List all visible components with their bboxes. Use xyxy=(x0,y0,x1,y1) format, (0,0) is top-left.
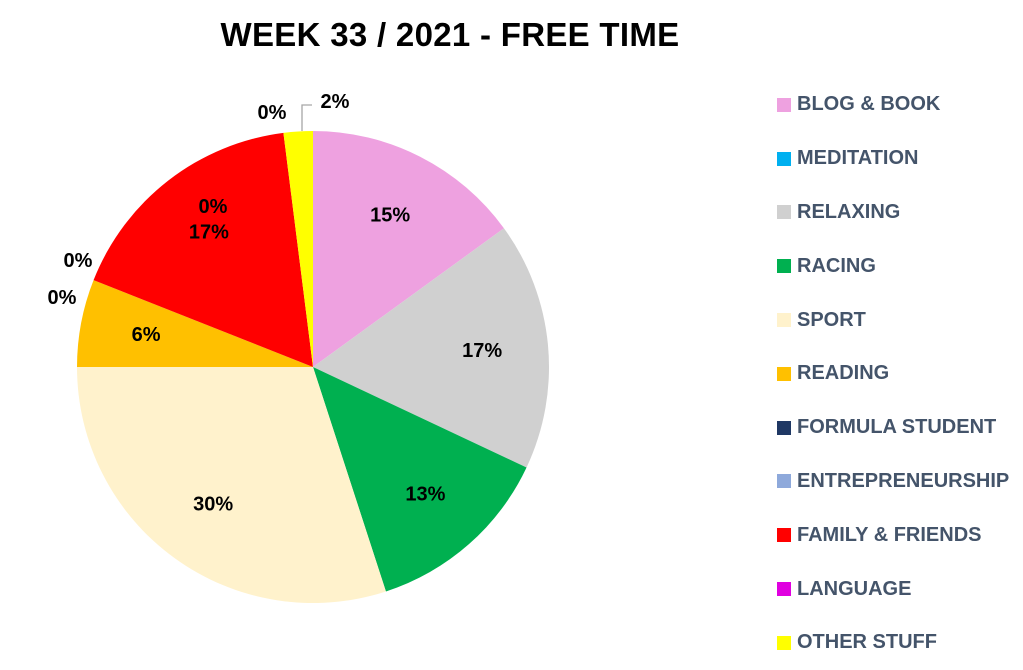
data-label-language: 0% xyxy=(258,102,287,124)
legend-swatch xyxy=(777,420,791,435)
legend-item-relaxing: RELAXING xyxy=(777,186,1009,240)
data-label-reading: 6% xyxy=(132,324,161,346)
legend-label: OTHER STUFF xyxy=(797,631,937,654)
legend-label: FAMILY & FRIENDS xyxy=(797,523,982,546)
legend-label: FORMULA STUDENT xyxy=(797,416,997,439)
data-label-entrepreneurship: 0% xyxy=(48,287,77,309)
data-label-sport: 30% xyxy=(193,494,233,516)
legend-swatch xyxy=(777,151,791,166)
legend-label: SPORT xyxy=(797,308,866,331)
data-label-racing: 13% xyxy=(405,484,445,506)
data-label-other-stuff: 2% xyxy=(321,91,350,113)
legend-item-sport: SPORT xyxy=(777,293,1009,347)
pie-slice-family-friends xyxy=(93,132,313,367)
legend-item-family-friends: FAMILY & FRIENDS xyxy=(777,508,1009,562)
legend-swatch xyxy=(777,474,791,489)
legend-swatch xyxy=(777,313,791,328)
pie-chart: 15% 0% 17% 13% 30% 6% 0% 0% 17% 0% 2% xyxy=(48,91,550,604)
legend-swatch xyxy=(777,205,791,220)
legend-label: READING xyxy=(797,362,890,385)
legend-swatch xyxy=(777,259,791,274)
legend: BLOG & BOOK MEDITATION RELAXING RACING SPORT… xyxy=(777,78,1009,670)
data-label-meditation: 0% xyxy=(199,196,228,218)
legend-swatch xyxy=(777,635,791,650)
legend-item-formula-student: FORMULA STUDENT xyxy=(777,401,1009,455)
legend-swatch xyxy=(777,97,791,112)
pie-slice-sport xyxy=(77,367,386,604)
data-label-blog-book: 15% xyxy=(370,205,410,227)
chart-title: WEEK 33 / 2021 - FREE TIME xyxy=(220,16,680,53)
legend-item-language: LANGUAGE xyxy=(777,562,1009,616)
pie-slice-blog-book xyxy=(313,131,504,367)
pie-slice-racing xyxy=(313,367,527,592)
leader-line xyxy=(301,104,312,131)
legend-item-entrepreneurship: ENTREPRENEURSHIP xyxy=(777,455,1009,509)
legend-label: RELAXING xyxy=(797,200,901,223)
pie-slice-other-stuff xyxy=(283,131,313,367)
legend-label: RACING xyxy=(797,254,876,277)
pie-slice-reading xyxy=(77,280,313,367)
pie-slice-relaxing xyxy=(313,228,550,468)
legend-swatch xyxy=(777,582,791,597)
legend-label: BLOG & BOOK xyxy=(797,93,941,116)
legend-item-reading: READING xyxy=(777,347,1009,401)
legend-label: ENTREPRENEURSHIP xyxy=(797,469,1010,492)
legend-item-meditation: MEDITATION xyxy=(777,132,1009,186)
legend-label: MEDITATION xyxy=(797,147,919,170)
legend-swatch xyxy=(777,528,791,543)
legend-label: LANGUAGE xyxy=(797,577,912,600)
data-label-family-friends: 17% xyxy=(189,222,229,244)
data-label-formula-student: 0% xyxy=(64,250,93,272)
legend-item-other-stuff: OTHER STUFF xyxy=(777,616,1009,670)
legend-item-racing: RACING xyxy=(777,239,1009,293)
data-label-relaxing: 17% xyxy=(462,340,502,362)
legend-swatch xyxy=(777,366,791,381)
legend-item-blog-book: BLOG & BOOK xyxy=(777,78,1009,132)
